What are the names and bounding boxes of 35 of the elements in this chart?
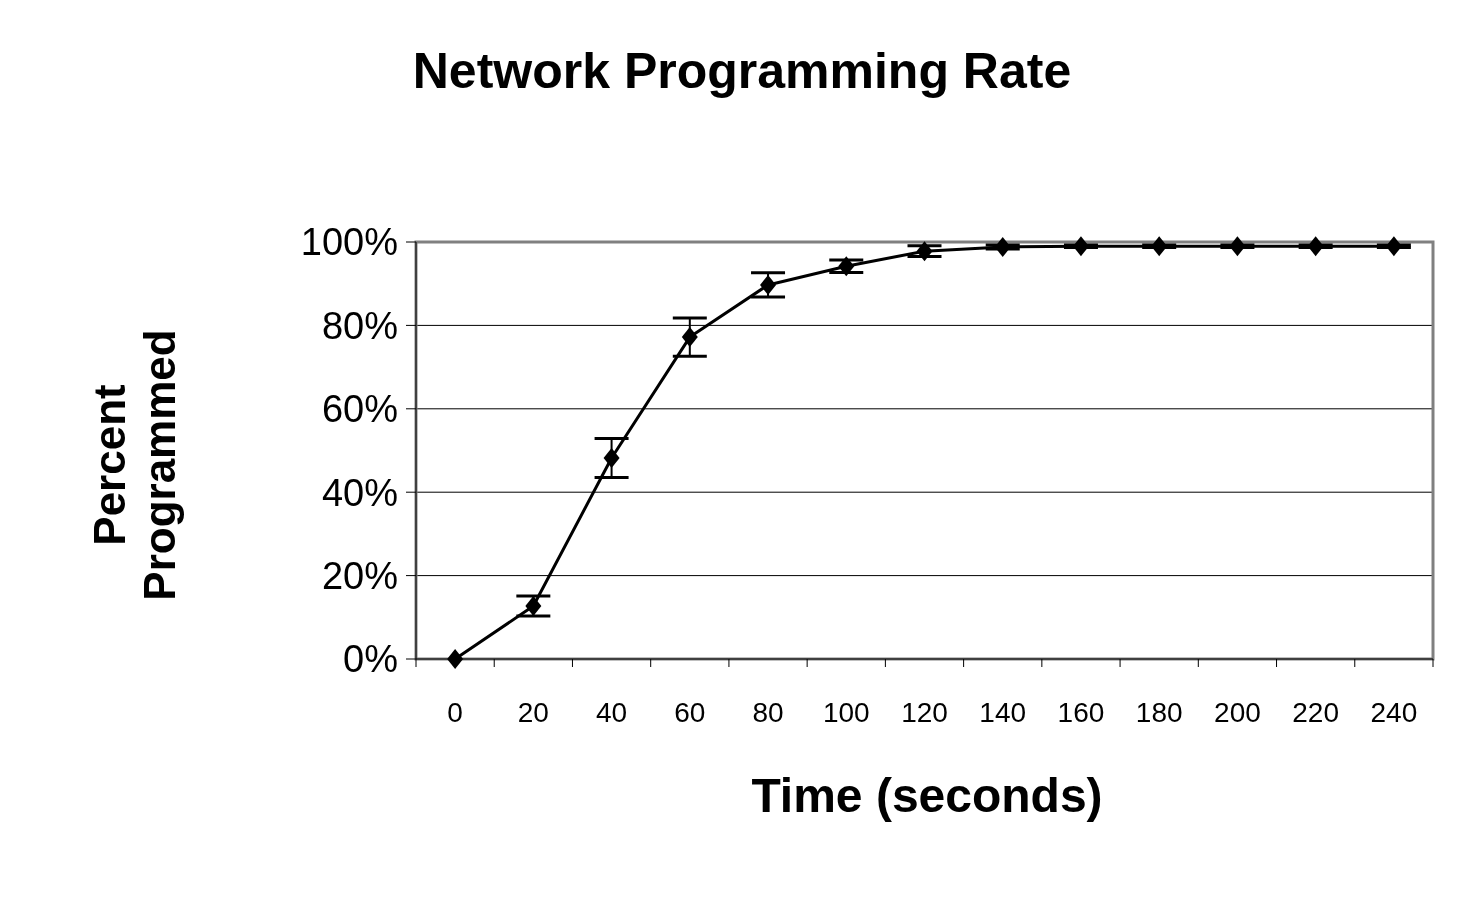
point xyxy=(525,596,542,617)
x-tick-label: 80 xyxy=(752,697,784,728)
point xyxy=(681,327,698,348)
x-tick-label: 160 xyxy=(1057,697,1105,728)
point xyxy=(760,274,777,295)
y-tick-label: 80% xyxy=(321,304,398,347)
y-tick-label: 40% xyxy=(321,471,398,514)
x-tick-label: 180 xyxy=(1135,697,1183,728)
point xyxy=(1385,236,1402,257)
x-tick-label: 40 xyxy=(596,697,628,728)
point xyxy=(603,448,620,469)
y-tick-label: 0% xyxy=(343,638,398,681)
x-tick-label: 120 xyxy=(901,697,948,728)
x-tick-label: 60 xyxy=(674,697,706,728)
point xyxy=(1229,236,1246,257)
point xyxy=(447,649,464,669)
x-axis-title: Time (seconds) xyxy=(751,769,1103,822)
y-tick-label: 20% xyxy=(321,554,398,597)
point xyxy=(916,241,933,262)
point xyxy=(1307,236,1324,257)
y-tick-label: 60% xyxy=(321,388,398,431)
x-tick-label: 240 xyxy=(1370,697,1418,728)
y-tick-label: 100% xyxy=(300,221,398,264)
point xyxy=(1151,236,1168,257)
x-tick-label: 200 xyxy=(1214,697,1261,728)
x-tick-label: 220 xyxy=(1292,697,1340,728)
x-tick-label: 0 xyxy=(447,697,463,728)
chart-title: Network Programming Rate xyxy=(412,43,1072,99)
x-tick-label: 140 xyxy=(979,697,1027,728)
point xyxy=(1072,236,1089,257)
point xyxy=(994,237,1011,257)
x-tick-label: 20 xyxy=(517,697,549,728)
y-axis-title: Percent Programmed xyxy=(85,329,184,601)
point xyxy=(838,256,855,277)
x-tick-label: 100 xyxy=(822,697,870,728)
